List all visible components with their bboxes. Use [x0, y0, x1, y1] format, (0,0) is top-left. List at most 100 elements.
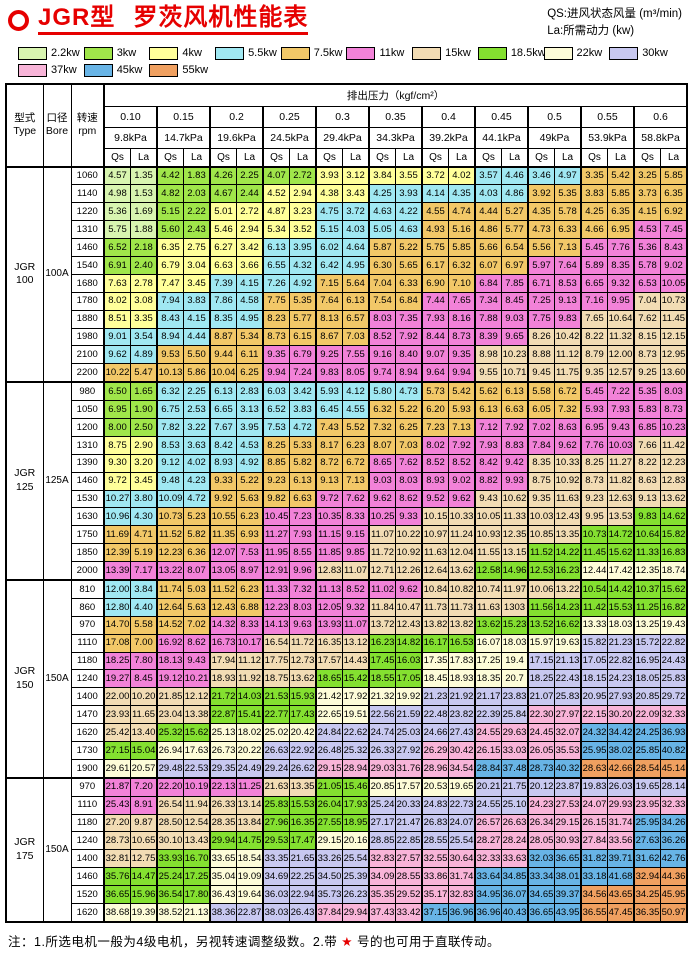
la-cell: 6.35: [607, 202, 635, 222]
la-cell: 7.53: [236, 543, 264, 563]
la-cell: 36.65: [554, 849, 582, 869]
la-cell: 6.33: [395, 273, 423, 293]
qs-cell: 4.66: [580, 220, 608, 240]
la-cell: 5.64: [342, 273, 370, 293]
qs-cell: 34.56: [580, 885, 608, 905]
la-cell: 5.19: [130, 543, 158, 563]
la-cell: 32.33: [660, 795, 688, 815]
legend-label: 18.5kw: [510, 47, 546, 59]
qs-cell: 21.17: [474, 687, 502, 707]
qs-cell: 26.94: [156, 741, 184, 760]
qs-cell: 21.63: [262, 776, 290, 797]
qs-cell: 8.94: [156, 327, 184, 347]
qs-header: Qs: [315, 147, 343, 167]
la-cell: 20.42: [289, 723, 317, 742]
qs-cell: 6.35: [156, 238, 184, 257]
qs-cell: 25.43: [103, 795, 131, 815]
qs-cell: 32.03: [527, 849, 555, 869]
la-cell: 8.73: [660, 400, 688, 419]
la-cell: 2.75: [183, 238, 211, 257]
qs-cell: 9.16: [368, 345, 396, 365]
la-cell: 8.62: [395, 489, 423, 509]
la-cell: 5.77: [289, 309, 317, 329]
la-cell: 4.15: [183, 309, 211, 329]
la-cell: 29.94: [342, 903, 370, 923]
pressure-header: 0.6: [632, 105, 688, 128]
qs-cell: 26.33: [368, 741, 396, 760]
qs-cell: 13.72: [368, 615, 396, 635]
qs-cell: 33.35: [262, 849, 290, 869]
table-row: 1310 8.75 2.90 8.53 3.63 8.42 4.53 8.25 5.33 8.17…: [6, 435, 688, 455]
la-cell: 10.05: [660, 273, 688, 293]
la-cell: 3.54: [130, 327, 158, 347]
legend-swatch-45kw: [83, 63, 113, 77]
la-cell: 13.38: [183, 705, 211, 725]
qs-cell: 6.75: [156, 400, 184, 419]
la-cell: 5.85: [607, 184, 635, 204]
bore-cell: 125A: [42, 381, 72, 581]
la-cell: 2.40: [130, 255, 158, 275]
la-cell: 47.45: [607, 903, 635, 923]
qs-cell: 8.73: [580, 471, 608, 491]
table-row: 1620 38.68 19.39 38.52 21.13 38.36 22.87 38.03 2…: [6, 903, 688, 923]
table-row: 2100 9.62 4.89 9.53 5.50 9.44 6.11 9.35 6.79 9.25…: [6, 345, 688, 365]
qs-cell: 33.18: [580, 867, 608, 887]
la-cell: 3.43: [342, 184, 370, 204]
qs-cell: 6.91: [103, 255, 131, 275]
la-cell: 1.35: [130, 165, 158, 186]
la-cell: 19.51: [342, 705, 370, 725]
la-cell: 6.23: [236, 578, 264, 599]
qs-cell: 5.75: [103, 220, 131, 240]
la-cell: 4.86: [501, 184, 529, 204]
qs-cell: 33.65: [209, 849, 237, 869]
la-cell: 36.07: [501, 885, 529, 905]
qs-cell: 17.94: [209, 651, 237, 671]
la-cell: 13.82: [448, 615, 476, 635]
la-cell: 4.35: [448, 184, 476, 204]
la-cell: 9.62: [395, 578, 423, 599]
qs-cell: 20.53: [421, 776, 449, 797]
la-cell: 8.83: [501, 435, 529, 455]
qs-cell: 8.53: [156, 435, 184, 455]
pressure-header: 0.15: [156, 105, 211, 128]
la-cell: 6.23: [342, 435, 370, 455]
table-row: 1680 7.63 2.78 7.47 3.45 7.39 4.15 7.26 4.92 7.15…: [6, 273, 688, 293]
power-legend: 2.2kw 3kw 4kw 5.5kw 7.5kw 11kw 15kw 18.5kw 22kw 3…: [8, 41, 682, 81]
la-cell: 1.69: [130, 202, 158, 222]
la-cell: 21.92: [448, 687, 476, 707]
qs-cell: 25.32: [156, 723, 184, 742]
la-cell: 22.92: [289, 741, 317, 760]
table-row: 1980 9.01 3.54 8.94 4.44 8.87 5.34 8.73 6.15 8.67…: [6, 327, 688, 347]
la-cell: 29.63: [501, 723, 529, 742]
qs-cell: 27.20: [103, 813, 131, 833]
qs-cell: 8.75: [103, 435, 131, 455]
table-row: 1310 5.75 1.88 5.60 2.43 5.46 2.94 5.34 3.52 5.15…: [6, 220, 688, 240]
la-cell: 7.62: [342, 489, 370, 509]
la-cell: 15.93: [289, 687, 317, 707]
qs-cell: 13.52: [527, 615, 555, 635]
qs-cell: 36.65: [103, 885, 131, 905]
la-cell: 5.58: [130, 615, 158, 635]
la-cell: 31.74: [607, 813, 635, 833]
rpm-cell: 1680: [70, 273, 105, 293]
la-cell: 5.52: [342, 417, 370, 437]
qs-cell: 12.05: [315, 597, 343, 617]
rpm-cell: 1390: [70, 453, 105, 473]
qs-cell: 22.56: [368, 705, 396, 725]
legend-item-4kw: 4kw: [149, 46, 215, 60]
kpa-header: 53.9kPa: [580, 126, 635, 149]
table-row: 1530 10.27 3.80 10.09 4.72 9.92 5.63 9.82 6.63 9.…: [6, 489, 688, 509]
qs-cell: 12.91: [262, 561, 290, 581]
qs-cell: 10.37: [633, 578, 661, 599]
la-cell: 25.54: [342, 849, 370, 869]
la-cell: 12.43: [395, 615, 423, 635]
qs-cell: 8.72: [315, 453, 343, 473]
qs-cell: 33.64: [474, 867, 502, 887]
qs-cell: 3.84: [368, 165, 396, 186]
la-cell: 9.42: [501, 453, 529, 473]
title-model: JGR型: [38, 4, 116, 31]
qs-cell: 25.95: [580, 741, 608, 760]
legend-label: 15kw: [445, 47, 471, 59]
qs-cell: 8.85: [262, 453, 290, 473]
qs-cell: 8.51: [103, 309, 131, 329]
